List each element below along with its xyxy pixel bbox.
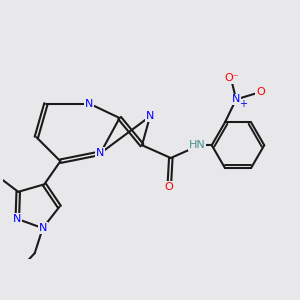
Text: N: N [13,214,22,224]
Text: O⁻: O⁻ [224,73,238,83]
Text: N: N [85,99,93,109]
Text: N: N [38,223,47,233]
Text: N: N [146,111,154,122]
Text: O: O [165,182,174,192]
Text: O: O [256,87,265,98]
Text: N: N [96,148,105,158]
Text: N: N [232,94,240,104]
Text: +: + [239,99,247,109]
Text: HN: HN [189,140,206,150]
